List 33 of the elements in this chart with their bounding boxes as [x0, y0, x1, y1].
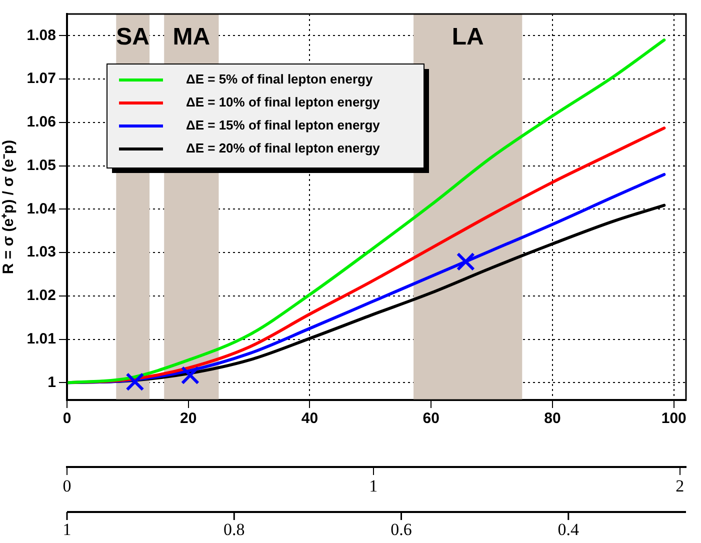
text: 1	[62, 520, 72, 540]
x2-tick-label: 2	[676, 476, 684, 496]
y-tick-label: 1.05	[26, 156, 56, 174]
point	[456, 252, 475, 271]
x-tick-label: 0	[62, 410, 72, 428]
x2-tick-label: 1	[369, 476, 378, 496]
y-tick-label: 1.07	[26, 70, 56, 88]
y-tick-label: 1.03	[26, 244, 56, 261]
x-tick-label: 60	[422, 410, 440, 428]
legend-label: ΔE = 20% of final lepton energy	[186, 140, 381, 156]
legend-label: ΔE = 15% of final lepton energy	[186, 118, 381, 133]
x-tick-label: 20	[180, 410, 197, 428]
band-label: LA	[452, 24, 484, 51]
y-tick-label: 1.02	[26, 287, 56, 304]
y-tick-label: 1	[48, 374, 56, 391]
y-tick-label: 1.08	[26, 26, 56, 44]
text: 0.4	[558, 520, 579, 540]
y-tick-label: 1.04	[26, 200, 57, 218]
text: 0.8	[224, 520, 245, 540]
y-axis-title: R = σ (e⁺p) / σ (e⁻p)	[0, 140, 18, 274]
y-tick-label: 1.06	[26, 114, 56, 131]
x2-tick-label: 0	[62, 476, 72, 496]
band-label: SA	[116, 24, 150, 51]
y-tick-label: 1.01	[26, 330, 56, 348]
x-tick-label: 80	[544, 410, 561, 428]
band-label: MA	[172, 24, 210, 51]
x-tick-label: 40	[301, 410, 318, 428]
point	[180, 366, 200, 385]
point	[126, 372, 144, 392]
legend-label: ΔE = 10% of final lepton energy	[186, 94, 381, 110]
x-tick-label: 100	[661, 410, 686, 428]
legend-label: ΔE = 5% of final lepton energy	[186, 72, 374, 87]
text: 0.6	[390, 520, 412, 540]
